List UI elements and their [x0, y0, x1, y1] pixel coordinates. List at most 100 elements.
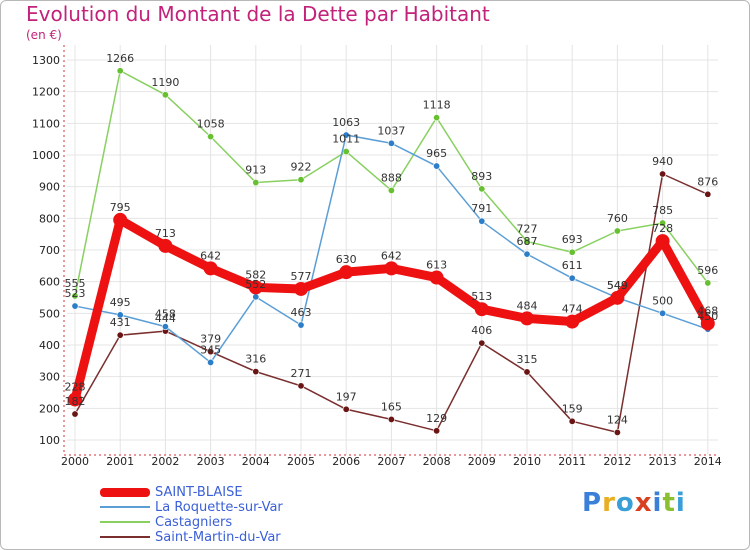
- y-tick-label: 600: [39, 276, 60, 289]
- point-saint-martin-du-var: [252, 368, 260, 376]
- legend-swatch-la-roquette: [100, 506, 150, 508]
- logo-letter: r: [602, 488, 616, 518]
- data-label-saint-blaise: 630: [336, 253, 357, 266]
- data-label-castagniers: 922: [291, 161, 312, 174]
- y-tick-label: 800: [39, 212, 60, 225]
- data-label-saint-martin-du-var: 379: [200, 333, 221, 346]
- point-saint-blaise: [339, 265, 354, 280]
- data-label-saint-blaise: 642: [381, 249, 402, 262]
- point-la-roquette-sur-var: [523, 250, 531, 258]
- data-label-saint-blaise: 582: [245, 268, 266, 281]
- point-saint-blaise: [294, 281, 308, 296]
- x-tick-label: 2002: [151, 455, 179, 468]
- data-label-saint-martin-du-var: 940: [652, 155, 673, 168]
- data-label-la-roquette-sur-var: 687: [517, 235, 538, 248]
- data-label-saint-blaise: 642: [200, 249, 221, 262]
- x-tick-label: 2003: [197, 455, 225, 468]
- data-label-la-roquette-sur-var: 549: [607, 279, 628, 292]
- point-castagniers: [71, 292, 79, 300]
- point-la-roquette-sur-var: [659, 309, 667, 317]
- data-label-la-roquette-sur-var: 523: [65, 287, 86, 300]
- data-labels: 182 431 444 379 316 271 197 165 129 406 315 159 124 9…: [65, 52, 719, 427]
- series-group: [68, 67, 715, 436]
- point-castagniers: [207, 133, 215, 141]
- data-label-saint-martin-du-var: 124: [607, 413, 628, 426]
- point-la-roquette-sur-var: [252, 293, 260, 301]
- data-label-saint-blaise: 484: [517, 299, 538, 312]
- point-saint-martin-du-var: [342, 405, 350, 413]
- point-la-roquette-sur-var: [568, 274, 576, 282]
- legend-swatch-saint-blaise: [100, 487, 150, 497]
- data-label-castagniers: 1266: [106, 52, 134, 65]
- chart-subtitle: (en €): [26, 28, 62, 42]
- x-tick-label: 2005: [287, 455, 315, 468]
- point-la-roquette-sur-var: [116, 311, 124, 319]
- y-tick-label: 300: [39, 371, 60, 384]
- point-saint-blaise: [384, 261, 399, 276]
- point-saint-blaise: [565, 314, 580, 329]
- point-castagniers: [116, 67, 124, 75]
- y-tick-label: 500: [39, 307, 60, 320]
- logo-letter: P: [582, 488, 603, 518]
- point-la-roquette-sur-var: [297, 321, 305, 329]
- point-saint-martin-du-var: [613, 428, 621, 436]
- x-tick-label: 2013: [649, 455, 677, 468]
- point-saint-martin-du-var: [659, 170, 667, 178]
- data-label-saint-martin-du-var: 315: [517, 353, 538, 366]
- point-saint-martin-du-var: [704, 190, 712, 198]
- data-label-la-roquette-sur-var: 791: [471, 202, 492, 215]
- point-saint-blaise: [203, 261, 218, 276]
- data-label-castagniers: 727: [517, 222, 538, 235]
- data-label-castagniers: 1011: [332, 133, 360, 146]
- legend-label: Castagniers: [155, 515, 233, 530]
- data-label-saint-martin-du-var: 129: [426, 412, 447, 425]
- point-castagniers: [161, 91, 169, 99]
- point-saint-blaise: [474, 302, 489, 317]
- point-la-roquette-sur-var: [478, 217, 486, 225]
- data-label-saint-martin-du-var: 876: [697, 175, 718, 188]
- data-label-saint-blaise: 468: [697, 304, 718, 317]
- grid: [67, 45, 718, 455]
- data-label-castagniers: 555: [65, 277, 86, 290]
- data-label-saint-blaise: 728: [652, 222, 673, 235]
- point-castagniers: [523, 237, 531, 245]
- data-label-saint-martin-du-var: 316: [245, 353, 266, 366]
- point-castagniers: [342, 148, 350, 156]
- point-castagniers: [387, 186, 395, 194]
- data-label-saint-martin-du-var: 444: [155, 312, 176, 325]
- data-label-saint-martin-du-var: 406: [471, 324, 492, 337]
- logo-letter: o: [615, 488, 635, 518]
- point-castagniers: [297, 176, 305, 184]
- data-label-la-roquette-sur-var: 345: [200, 343, 221, 356]
- point-castagniers: [568, 248, 576, 256]
- data-label-saint-martin-du-var: 431: [110, 316, 131, 329]
- legend-swatch-saint-martin: [100, 536, 150, 538]
- x-tick-label: 2007: [377, 455, 405, 468]
- x-tick-label: 2008: [423, 455, 451, 468]
- data-label-la-roquette-sur-var: 495: [110, 296, 131, 309]
- data-label-saint-blaise: 577: [291, 270, 312, 283]
- y-tick-label: 1300: [32, 54, 60, 67]
- x-tick-label: 2014: [694, 455, 722, 468]
- point-la-roquette-sur-var: [433, 162, 441, 170]
- data-label-castagniers: 596: [697, 264, 718, 277]
- data-label-saint-blaise: 613: [426, 259, 447, 272]
- point-saint-martin-du-var: [478, 339, 486, 347]
- data-label-saint-blaise: 795: [110, 201, 131, 214]
- y-tick-label: 900: [39, 181, 60, 194]
- data-label-la-roquette-sur-var: 463: [291, 306, 312, 319]
- point-saint-martin-du-var: [523, 368, 531, 376]
- y-tick-label: 200: [39, 402, 60, 415]
- point-castagniers: [704, 279, 712, 287]
- x-tick-label: 2009: [468, 455, 496, 468]
- data-label-la-roquette-sur-var: 552: [245, 278, 266, 291]
- data-label-castagniers: 760: [607, 212, 628, 225]
- data-label-la-roquette-sur-var: 1037: [377, 124, 405, 137]
- x-tick-label: 2001: [106, 455, 134, 468]
- data-label-la-roquette-sur-var: 965: [426, 147, 447, 160]
- y-tick-label: 700: [39, 244, 60, 257]
- legend-label: SAINT-BLAISE: [155, 485, 243, 500]
- y-tick-label: 400: [39, 339, 60, 352]
- data-label-castagniers: 785: [652, 204, 673, 217]
- point-la-roquette-sur-var: [387, 139, 395, 147]
